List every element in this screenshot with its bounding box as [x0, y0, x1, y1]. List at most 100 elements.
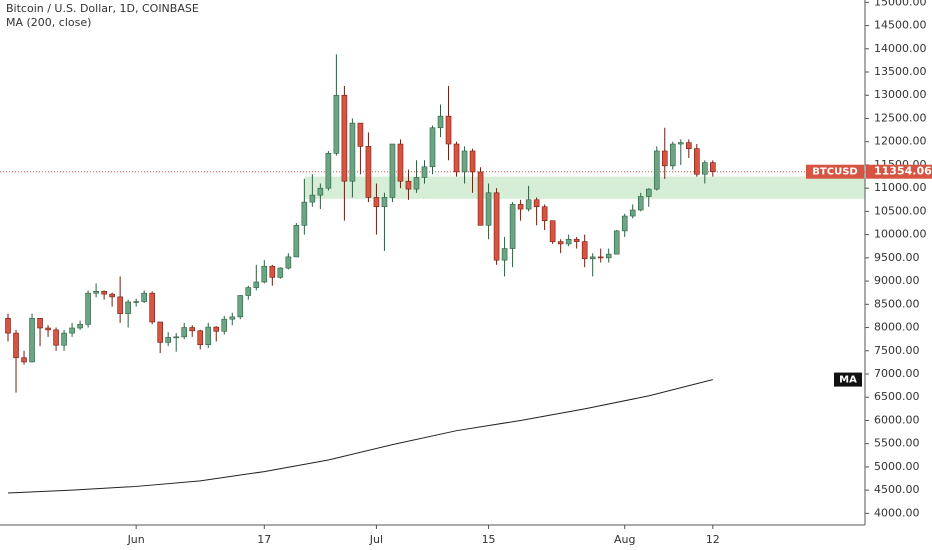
candle-body: [285, 256, 292, 269]
candle-body: [309, 194, 316, 203]
y-tick-label: 8500.00: [874, 297, 920, 310]
candle-body: [597, 256, 604, 259]
candle-body: [533, 199, 540, 208]
candle-body: [629, 209, 636, 217]
y-tick-label: 10500.00: [874, 204, 927, 217]
candle-body: [549, 220, 556, 242]
candle-body: [589, 256, 596, 260]
candle-body: [653, 150, 660, 190]
x-tick-label: Aug: [614, 533, 635, 546]
candle-body: [469, 150, 476, 173]
candle-body: [293, 225, 300, 258]
y-tick-label: 12000.00: [874, 135, 927, 148]
candle-body: [349, 122, 356, 182]
candle-body: [397, 143, 404, 182]
candle-body: [661, 150, 668, 167]
candle-body: [181, 327, 188, 338]
candle-body: [237, 295, 244, 318]
candle-body: [710, 162, 716, 173]
candle-body: [125, 301, 131, 314]
candle-body: [277, 267, 284, 278]
candle-body: [197, 330, 204, 346]
y-tick-label: 6000.00: [874, 413, 920, 426]
y-tick-label: 4500.00: [874, 483, 920, 496]
y-tick-label: 6500.00: [874, 390, 920, 403]
candle-body: [77, 323, 83, 329]
y-tick-label: 9500.00: [874, 251, 920, 264]
y-tick-label: 10000.00: [874, 228, 927, 241]
candle-body: [365, 146, 372, 198]
candle-body: [29, 317, 35, 363]
candle-body: [269, 265, 276, 278]
candle-body: [453, 143, 460, 173]
candle-body: [317, 187, 324, 196]
y-tick-label: 12500.00: [874, 111, 927, 124]
candle-body: [325, 153, 332, 189]
y-tick-label: 13500.00: [874, 65, 927, 78]
last-price-tag-label: 11354.06: [874, 165, 932, 178]
candle-body: [21, 357, 27, 363]
candle-body: [357, 122, 364, 147]
candle-body: [61, 332, 67, 346]
candle-body: [53, 329, 59, 346]
y-tick-label: 5000.00: [874, 460, 920, 473]
candle-body: [573, 238, 580, 242]
candle-body: [405, 180, 412, 190]
x-tick-label: 12: [706, 533, 720, 546]
candle-body: [461, 150, 468, 173]
candle-body: [581, 241, 588, 260]
candle-body: [205, 326, 212, 346]
candle-body: [157, 321, 163, 343]
y-tick-label: 7000.00: [874, 367, 920, 380]
y-tick-label: 9000.00: [874, 274, 920, 287]
symbol-tag: [806, 164, 864, 179]
candle-body: [677, 142, 684, 145]
candle-body: [613, 230, 620, 255]
moving-average: [7, 379, 713, 494]
candle-body: [45, 327, 51, 331]
candle-body: [165, 337, 171, 343]
candle-body: [173, 336, 180, 339]
candle-body: [669, 143, 676, 167]
y-tick-label: 14000.00: [874, 42, 927, 55]
candle-body: [381, 197, 388, 208]
candle-body: [702, 162, 708, 175]
indicator-legend: MA (200, close): [6, 16, 91, 29]
y-tick-label: 7500.00: [874, 344, 920, 357]
candle-body: [69, 327, 75, 334]
candle-body: [605, 253, 612, 259]
candle-body: [245, 287, 252, 296]
candle-body: [525, 199, 532, 210]
y-tick-label: 15000.00: [874, 0, 927, 8]
support-zone: [304, 176, 866, 199]
x-tick-label: 15: [482, 533, 496, 546]
last-price-tag: [866, 164, 932, 179]
chart-title: Bitcoin / U.S. Dollar, 1D, COINBASE: [6, 2, 199, 15]
candle-body: [645, 188, 652, 197]
candle-body: [333, 94, 340, 154]
y-tick-label: 5500.00: [874, 437, 920, 450]
ma-tag: [834, 372, 862, 387]
candle-body: [5, 317, 11, 334]
candle-body: [413, 177, 420, 190]
candle-body: [141, 292, 147, 302]
candle-body: [685, 142, 692, 149]
ma-tag-label: MA: [839, 375, 857, 386]
candle-body: [261, 265, 268, 283]
candle-body: [341, 94, 348, 182]
candle-body: [429, 127, 436, 168]
candle-body: [485, 192, 492, 226]
x-tick-label: Jul: [369, 533, 383, 546]
y-tick-label: 8000.00: [874, 321, 920, 334]
candle-body: [189, 327, 196, 332]
candle-body: [445, 115, 452, 145]
candle-body: [213, 326, 220, 332]
candle-body: [437, 115, 444, 129]
candle-body: [301, 201, 308, 226]
candle-body: [85, 292, 91, 325]
candle-body: [477, 171, 484, 226]
candle-body: [253, 281, 260, 288]
candle-body: [557, 241, 564, 245]
